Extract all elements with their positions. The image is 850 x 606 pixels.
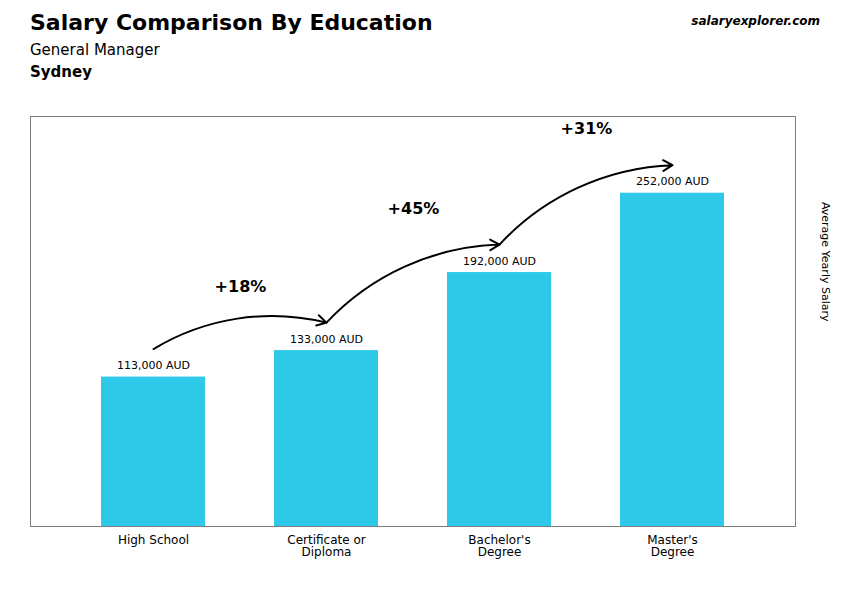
- html-text:salaryexplorer.com: salaryexplorer.com: [691, 14, 820, 28]
- svg-text:133,000 AUD: 133,000 AUD: [290, 333, 363, 346]
- svg-text:Bachelor'sDegree: Bachelor'sDegree: [468, 533, 530, 559]
- svg-text:192,000 AUD: 192,000 AUD: [463, 255, 536, 268]
- svg-text:+31%: +31%: [561, 119, 613, 138]
- html-text:General Manager: General Manager: [30, 41, 160, 59]
- svg-text:+45%: +45%: [388, 199, 440, 218]
- svg-text:+18%: +18%: [215, 277, 267, 296]
- html-text:Salary Comparison By Education: Salary Comparison By Education: [30, 10, 433, 35]
- svg-text:113,000 AUD: 113,000 AUD: [117, 359, 190, 372]
- svg-text:252,000 AUD: 252,000 AUD: [636, 175, 709, 188]
- svg-text:Master'sDegree: Master'sDegree: [647, 533, 698, 559]
- svg-text:High School: High School: [118, 533, 189, 547]
- html-text:Sydney: Sydney: [30, 63, 92, 81]
- svg-text:Average Yearly Salary: Average Yearly Salary: [819, 202, 832, 322]
- svg-text:Certificate orDiploma: Certificate orDiploma: [287, 533, 365, 559]
